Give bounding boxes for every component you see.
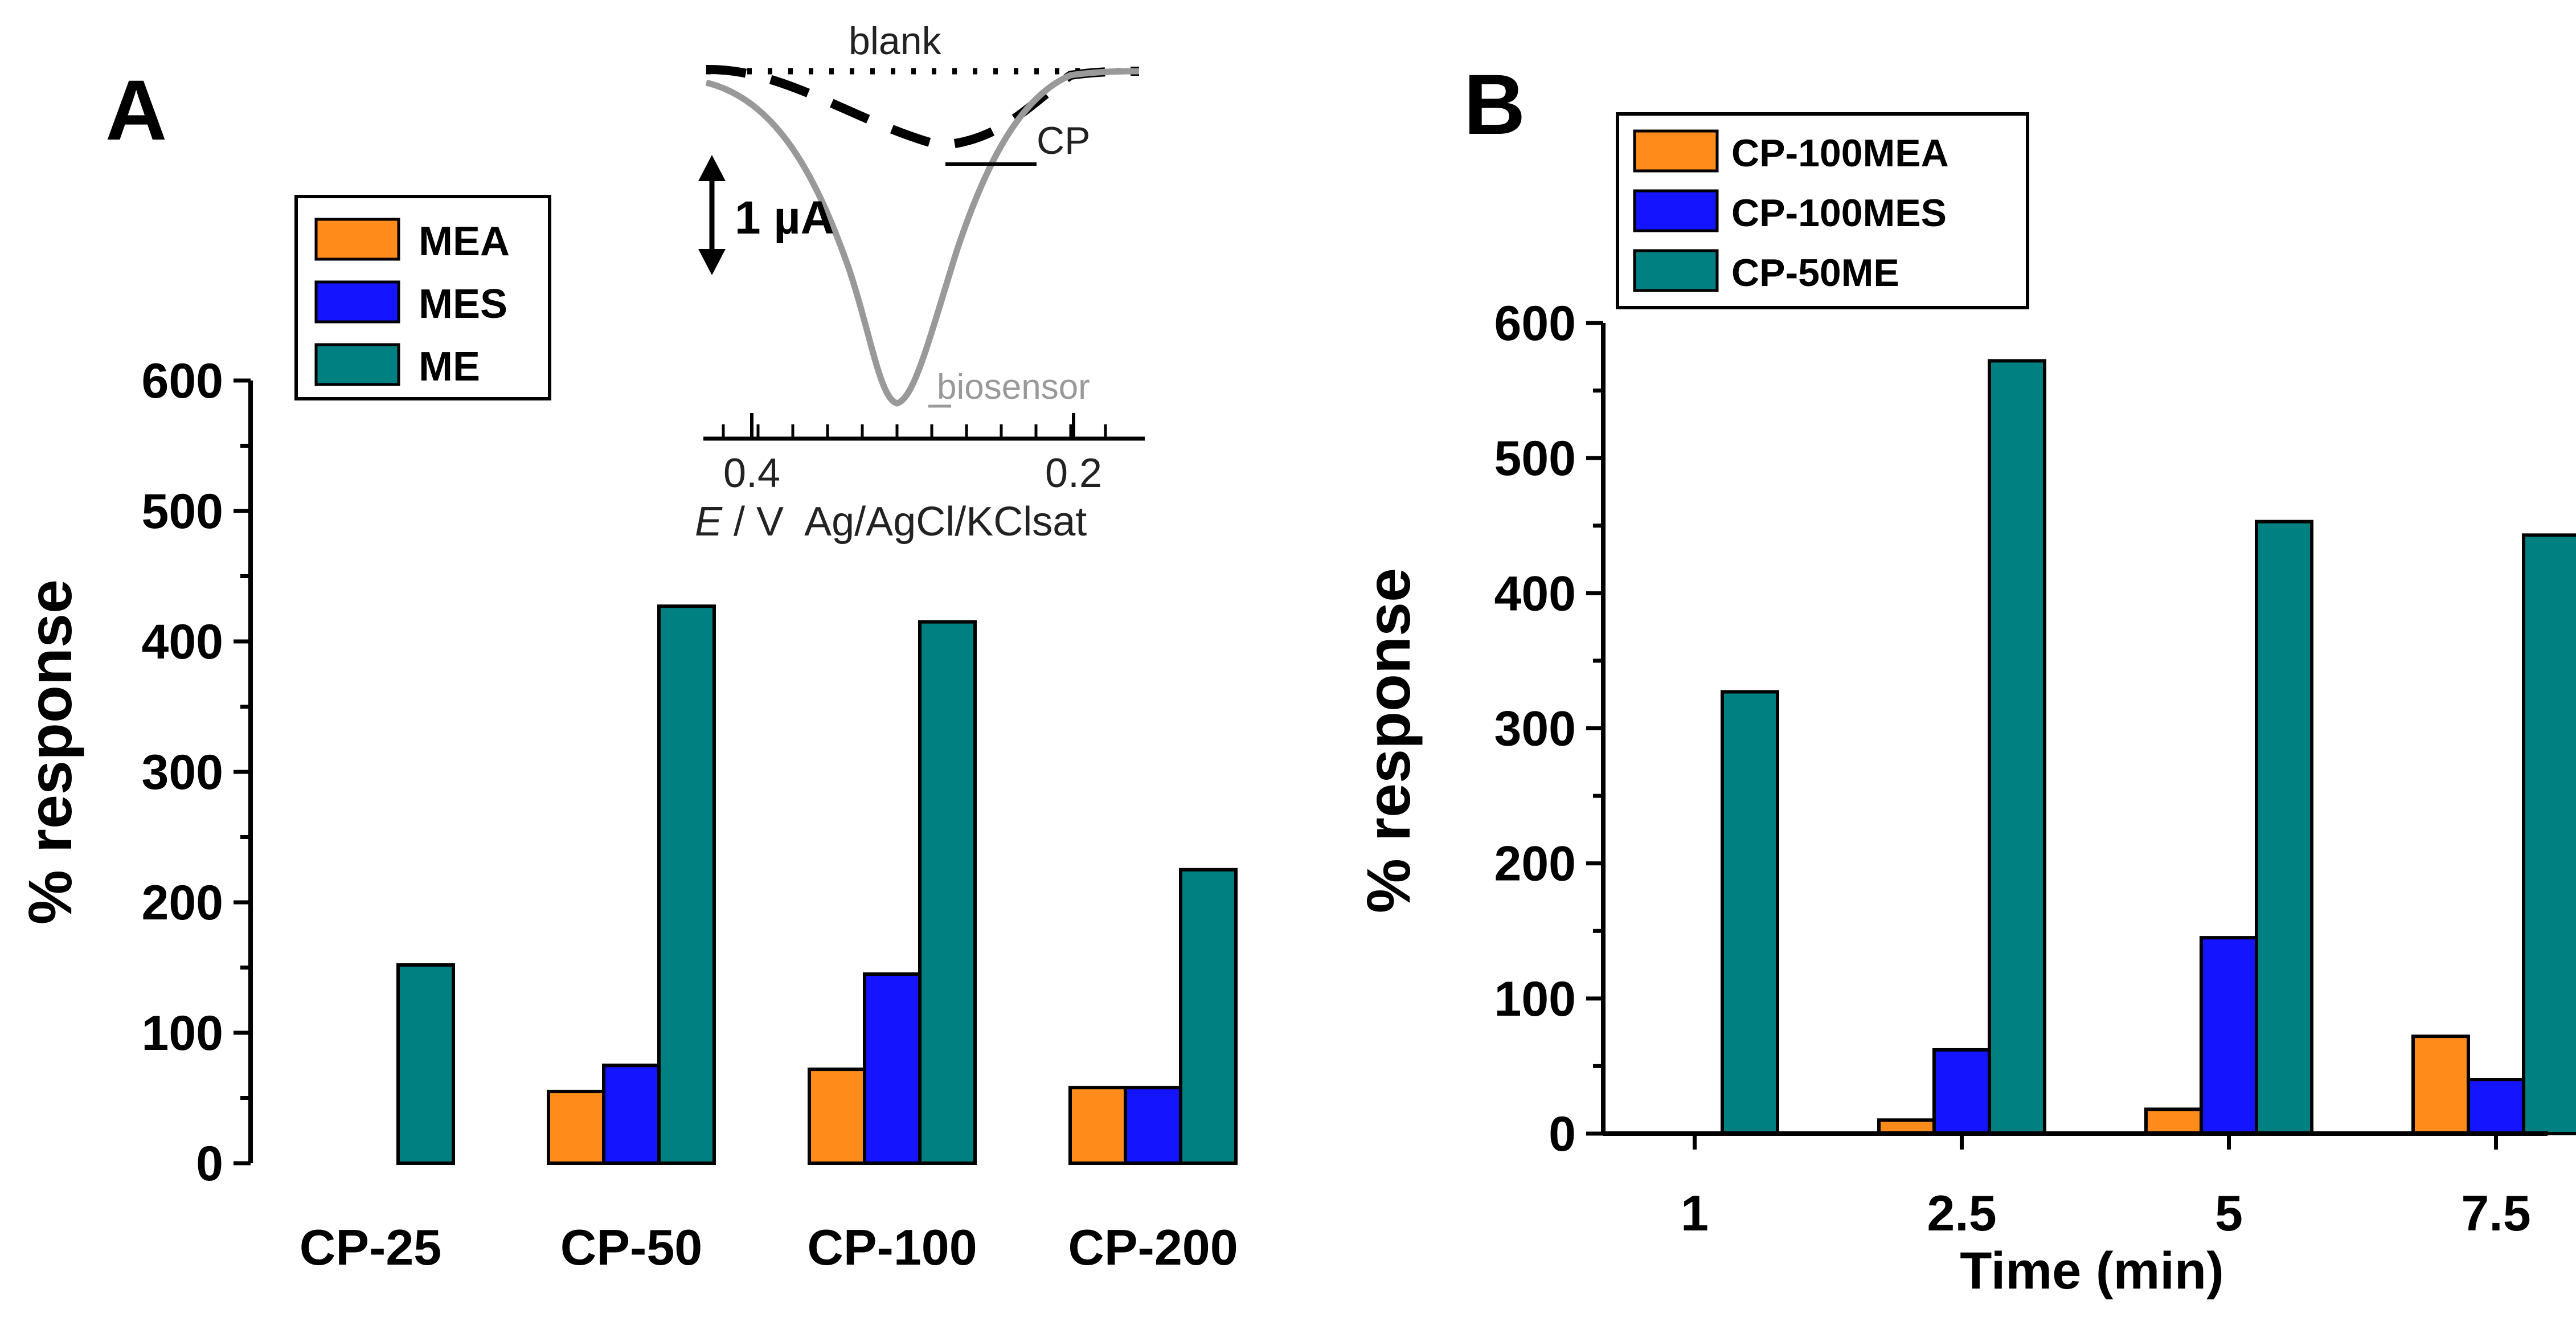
panel-a-bar-me-cp-200	[1179, 868, 1238, 1165]
panel-a-ytick-label-0: 0	[196, 1136, 223, 1191]
panel-b-ytick-label-600: 600	[1494, 296, 1576, 351]
panel-a-bar-me-cp-100	[918, 620, 977, 1165]
panel-b-x-axis-label: Time (min)	[1960, 1242, 2223, 1300]
legend-swatch-cp-100mes	[1633, 189, 1719, 232]
inset-voltammogram: blank CP biosensor 1 µA 0.4 0.2 E / V Ag…	[695, 19, 1145, 545]
legend-swatch-cp-100mea	[1633, 129, 1719, 173]
panel-b-legend: CP-100MEA CP-100MES CP-50ME	[1616, 112, 2029, 309]
panel-b-y-axis-label: % response	[1354, 568, 1423, 913]
inset-xtick-0-4: 0.4	[723, 451, 780, 496]
legend-swatch-cp-50me	[1633, 249, 1719, 292]
panel-b-bars	[1721, 359, 2576, 1136]
panel-a-xtick-label-cp-200: CP-200	[1068, 1219, 1238, 1275]
panel-a-y-ticks: 0 100 200 300 400 500 600	[142, 354, 251, 1191]
panel-b-bar-cp-50me-5	[2255, 520, 2313, 1135]
panel-a-xtick-label-cp-25: CP-25	[300, 1219, 441, 1275]
legend-swatch-mes	[314, 280, 400, 324]
panel-a-ytick-label-400: 400	[142, 615, 224, 669]
panel-a-legend: MEA MES ME	[294, 195, 551, 400]
inset-cp-label: CP	[1037, 119, 1090, 162]
panel-a-ytick-label-200: 200	[142, 876, 224, 930]
panel-a-bar-me-cp-25	[396, 963, 455, 1165]
panel-b-bar-cp-50me-2-5	[1988, 359, 2046, 1136]
panel-b-y-ticks: 0 100 200 300 400 500 600	[1494, 296, 1603, 1162]
panel-b-xtick-label-5: 5	[2215, 1185, 2243, 1241]
panel-b-ytick-label-300: 300	[1494, 702, 1576, 756]
inset-x-axis-symbol: E	[695, 499, 723, 545]
inset-biosensor-label: biosensor	[937, 367, 1090, 407]
panel-b-ytick-label-0: 0	[1549, 1107, 1576, 1162]
inset-biosensor-curve	[705, 68, 1140, 407]
panel-a-y-axis-label: % response	[15, 579, 84, 925]
legend-label-me: ME	[419, 344, 480, 390]
panel-b-bar-cp-100mes-7-5	[2467, 1078, 2525, 1135]
panel-b-letter: B	[1464, 56, 1525, 152]
panel-a-x-ticks: CP-25 CP-50 CP-100 CP-200	[300, 1219, 1238, 1275]
panel-a-xtick-label-cp-50: CP-50	[560, 1219, 702, 1275]
panel-a-bar-mes-cp-50	[602, 1064, 661, 1165]
inset-x-axis-unit: / V Ag/AgCl/KClsat	[722, 499, 1087, 545]
panel-a-ytick-label-100: 100	[142, 1006, 224, 1061]
panel-b-ytick-label-200: 200	[1494, 837, 1576, 891]
panel-a-ytick-label-500: 500	[142, 484, 224, 539]
panel-a-bar-mes-cp-100	[863, 972, 922, 1165]
panel-b: B % response Time (min) 0 100 200 300 400 500…	[1354, 56, 2576, 1300]
legend-swatch-mea	[314, 218, 400, 261]
panel-a-bars	[396, 604, 1238, 1165]
legend-label-cp-100mes: CP-100MES	[1731, 191, 1947, 235]
panel-b-bar-cp-50me-1	[1721, 690, 1779, 1135]
panel-a-letter: A	[105, 62, 167, 158]
panel-a-bar-me-cp-50	[657, 604, 716, 1165]
inset-x-axis-label: E / V Ag/AgCl/KClsat	[695, 499, 1087, 545]
panel-b-bar-cp-50me-7-5	[2522, 533, 2576, 1135]
panel-b-bar-cp-100mea-7-5	[2411, 1034, 2470, 1135]
legend-label-cp-50me: CP-50ME	[1731, 251, 1899, 295]
panel-a-bar-mea-cp-50	[547, 1090, 605, 1165]
panel-b-xtick-label-7-5: 7.5	[2461, 1185, 2530, 1241]
panel-a-xtick-label-cp-100: CP-100	[807, 1219, 977, 1275]
panel-b-xtick-label-1: 1	[1681, 1185, 1709, 1241]
panel-a-ytick-label-600: 600	[142, 354, 224, 408]
inset-scale-label: 1 µA	[735, 192, 834, 244]
inset-x-ticks	[722, 413, 1107, 439]
inset-blank-label: blank	[849, 19, 942, 63]
panel-b-ytick-label-400: 400	[1494, 566, 1576, 621]
panel-b-ytick-label-100: 100	[1494, 972, 1576, 1027]
panel-b-ytick-label-500: 500	[1494, 431, 1576, 486]
panel-a-bar-mes-cp-200	[1124, 1086, 1182, 1165]
panel-b-x-ticks: 1 2.5 5 7.5	[1681, 1134, 2531, 1241]
inset-scale-bar	[698, 155, 726, 275]
panel-a-bar-mea-cp-200	[1068, 1086, 1127, 1165]
panel-b-bar-cp-100mes-2-5	[1932, 1048, 1991, 1135]
panel-a-bar-mea-cp-100	[808, 1068, 866, 1165]
legend-swatch-me	[314, 343, 400, 386]
panel-a-ytick-label-300: 300	[142, 745, 224, 800]
legend-label-mea: MEA	[419, 219, 510, 264]
legend-label-mes: MES	[419, 281, 507, 327]
inset-xtick-0-2: 0.2	[1045, 451, 1102, 496]
panel-b-xtick-label-2-5: 2.5	[1927, 1185, 1996, 1241]
legend-label-cp-100mea: CP-100MEA	[1731, 132, 1949, 175]
panel-b-bar-cp-100mea-5	[2144, 1107, 2203, 1136]
panel-b-bar-cp-100mes-5	[2200, 936, 2258, 1135]
